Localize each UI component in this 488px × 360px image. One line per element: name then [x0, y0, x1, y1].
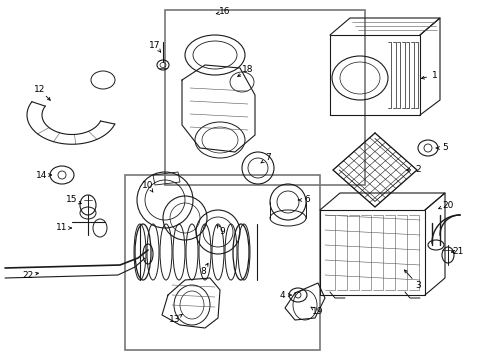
Text: 22: 22	[22, 270, 34, 279]
Bar	[164, 10, 364, 185]
Text: 12: 12	[34, 85, 45, 94]
Text: 16: 16	[219, 8, 230, 17]
Text: 20: 20	[442, 201, 453, 210]
Text: 10: 10	[142, 180, 153, 189]
Text: 6: 6	[304, 195, 309, 204]
Text: 5: 5	[441, 144, 447, 153]
Text: 18: 18	[242, 66, 253, 75]
Text: 11: 11	[56, 224, 68, 233]
Text: 19: 19	[312, 307, 323, 316]
Text: 8: 8	[200, 267, 205, 276]
Text: 1: 1	[431, 71, 437, 80]
Text: 15: 15	[66, 195, 78, 204]
Text: 21: 21	[451, 248, 463, 256]
Text: 13: 13	[169, 315, 181, 324]
Text: 3: 3	[414, 280, 420, 289]
Text: 7: 7	[264, 153, 270, 162]
Text: 9: 9	[219, 228, 224, 237]
Text: 17: 17	[149, 40, 161, 49]
Text: 14: 14	[36, 171, 48, 180]
Bar	[125, 175, 319, 350]
Text: 2: 2	[414, 166, 420, 175]
Text: 4: 4	[279, 291, 284, 300]
